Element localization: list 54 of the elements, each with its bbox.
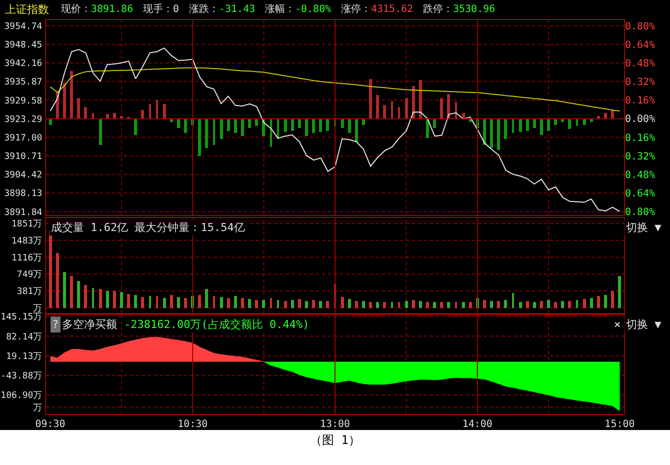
- y-tick-label: 106.90万: [0, 391, 42, 402]
- y-tick-label: 3904.42: [4, 170, 42, 181]
- y-tick-label: 3910.71: [4, 152, 42, 162]
- y-tick-label: 381万: [16, 287, 42, 298]
- y-tick-label: 3891.84: [4, 208, 42, 218]
- text: 切换 ▼: [626, 318, 662, 331]
- x-tick-label: 13:00: [320, 419, 350, 430]
- text: 切换 ▼: [626, 221, 662, 234]
- y2-tick-label: 0.16%: [625, 96, 656, 107]
- y2-tick-label: 0.80%: [625, 206, 656, 218]
- y-tick-label: 1851万: [12, 220, 42, 230]
- y-tick-label: 1483万: [12, 236, 42, 246]
- y-tick-label: 3929.58: [4, 96, 42, 106]
- x-tick-label: 15:00: [604, 419, 635, 430]
- y2-tick-label: 0.32%: [625, 151, 656, 162]
- y-tick-label: 3954.74: [4, 22, 42, 32]
- y-tick-label: 3923.29: [4, 114, 42, 125]
- y-tick-label: 万: [33, 304, 42, 314]
- y-tick-label: 3948.45: [4, 40, 42, 51]
- y-tick-label: 19.13万: [6, 352, 42, 362]
- y2-tick-label: 0.48%: [625, 170, 656, 181]
- text: 现价：3891.86: [61, 3, 134, 15]
- y-tick-label: 3898.13: [4, 189, 42, 200]
- text: 涨停：4315.62: [341, 3, 414, 15]
- text: 现手：0: [143, 3, 180, 15]
- y2-tick-label: 0.48%: [625, 58, 656, 70]
- y-tick-label: 82.14万: [6, 332, 42, 342]
- y-tick-label: 3917.00: [4, 133, 42, 144]
- y2-tick-label: 0.80%: [625, 22, 656, 33]
- y-tick-label: 3935.87: [4, 78, 42, 88]
- x-tick-label: 10:30: [178, 419, 208, 430]
- y2-tick-label: 0.32%: [625, 77, 656, 88]
- y-tick-label: 145.15万: [0, 312, 42, 323]
- annotation: ?: [52, 318, 59, 331]
- annotation: 成交量 1.62亿 最大分钟量：15.54亿: [51, 221, 245, 234]
- y2-tick-label: 0.16%: [625, 132, 656, 144]
- x-tick-label: 09:30: [35, 419, 66, 430]
- text: 涨跌：-31.43: [189, 3, 256, 15]
- chart-title: 上证指数: [5, 3, 49, 16]
- text: 涨幅：-0.80%: [265, 3, 332, 15]
- y2-tick-label: 0.64%: [625, 188, 656, 200]
- y-tick-label: -43.88万: [0, 372, 42, 382]
- y-tick-label: 749万: [16, 270, 42, 280]
- y2-tick-label: 0.64%: [625, 40, 656, 52]
- y-tick-label: 3942.16: [4, 59, 42, 70]
- text: （图 1）: [310, 433, 360, 447]
- y2-tick-label: 0.00%: [625, 114, 656, 126]
- text: 跌停：3530.96: [423, 3, 496, 15]
- x-tick-label: 14:00: [462, 419, 492, 430]
- y-tick-label: 1116万: [12, 253, 42, 264]
- y-tick-label: 万: [33, 403, 42, 414]
- annotation: ×: [614, 318, 621, 331]
- annotation: -238162.00万(占成交额比 0.44%): [124, 318, 310, 331]
- chart-title: 多空净买额: [62, 318, 117, 331]
